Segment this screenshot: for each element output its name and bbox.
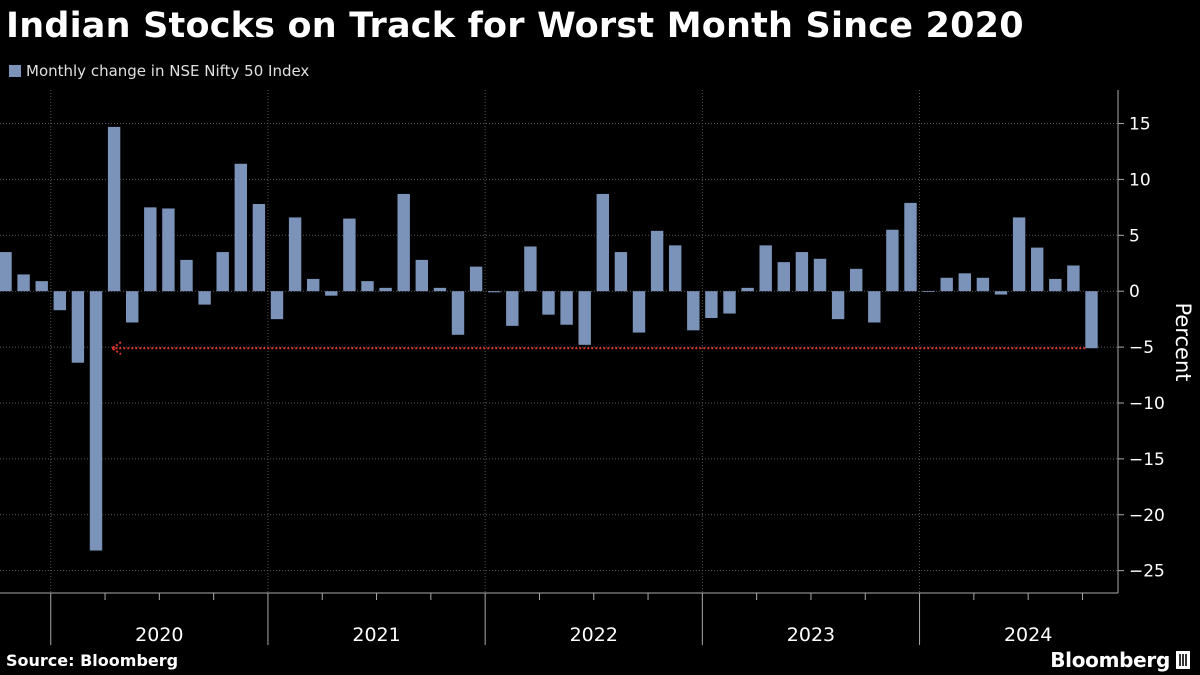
bar-2021-09	[415, 259, 428, 292]
bar-2022-04	[542, 291, 555, 315]
bar-2020-12	[252, 204, 266, 292]
bar-2023-02	[723, 291, 736, 314]
y-tick-label: −15	[1129, 450, 1165, 470]
bar-2020-07	[162, 208, 175, 292]
bar-2022-11	[669, 245, 682, 292]
bar-2023-03	[741, 287, 754, 292]
bar-2020-06	[144, 207, 157, 292]
bar-2021-08	[397, 193, 410, 292]
y-tick-label: −10	[1129, 394, 1165, 414]
bar-2019-10	[0, 252, 12, 292]
y-tick-label: −5	[1129, 338, 1154, 358]
y-tick-label: −25	[1129, 562, 1165, 582]
bar-2022-02	[506, 291, 519, 326]
bar-2024-02	[940, 277, 953, 292]
y-axis-title: Percent	[1171, 302, 1195, 381]
bar-2021-05	[343, 218, 356, 292]
bar-2021-10	[433, 287, 447, 292]
y-tick-label: 15	[1129, 115, 1151, 135]
logo-text: Bloomberg	[1050, 648, 1170, 672]
x-year-label: 2020	[135, 624, 183, 646]
bar-2023-04	[759, 245, 772, 292]
bar-2023-05	[777, 262, 790, 292]
bar-2022-07	[596, 193, 609, 292]
annotation	[110, 341, 1086, 356]
bar-2024-06	[1012, 217, 1026, 292]
bar-2021-11	[451, 291, 465, 335]
y-axis: 15 10 5 0 −5 −10 −15 −20 −25 Percent	[1117, 90, 1195, 593]
x-year-label: 2022	[570, 624, 618, 646]
bar-2023-01	[705, 291, 718, 319]
legend-swatch	[9, 65, 21, 77]
grid-lines	[0, 90, 1118, 593]
bar-2024-08	[1049, 278, 1062, 292]
bar-2021-04	[325, 291, 338, 296]
bar-2021-03	[307, 278, 320, 292]
bar-2024-01	[922, 291, 935, 292]
bar-2020-01	[53, 291, 66, 311]
bar-2020-03	[89, 291, 103, 551]
bar-2023-11	[886, 229, 899, 292]
bar-2020-10	[216, 252, 229, 292]
bar-2022-10	[650, 230, 664, 292]
y-tick-label: 5	[1129, 226, 1140, 246]
bar-2020-04	[107, 126, 121, 292]
source-note: Source: Bloomberg	[6, 651, 179, 670]
bar-2023-08	[831, 291, 845, 320]
y-tick-label: 10	[1129, 170, 1151, 190]
bar-2024-05	[994, 291, 1008, 295]
bar-2022-05	[560, 291, 573, 325]
bar-2021-12	[469, 266, 483, 292]
bar-2022-01	[488, 291, 501, 293]
bar-2024-09	[1067, 265, 1080, 292]
bar-2021-01	[270, 291, 284, 320]
x-axis: 2020 2021 2022 2023 2024	[0, 592, 1118, 646]
bar-2020-02	[71, 291, 85, 363]
bloomberg-logo: Bloomberg	[1050, 648, 1190, 672]
bar-2020-11	[234, 163, 247, 292]
x-year-label: 2024	[1004, 624, 1052, 646]
bar-2020-09	[198, 291, 211, 305]
bar-2024-03	[958, 273, 971, 292]
legend-label: Monthly change in NSE Nifty 50 Index	[26, 62, 310, 80]
bar-2022-03	[524, 246, 537, 292]
x-year-label: 2023	[787, 624, 835, 646]
bar-2023-10	[868, 291, 881, 323]
logo-mark-icon	[1176, 651, 1190, 669]
bars	[0, 126, 1098, 551]
chart-title: Indian Stocks on Track for Worst Month S…	[6, 6, 1024, 46]
bar-2023-06	[795, 252, 809, 292]
bar-2021-07	[379, 287, 392, 292]
legend: Monthly change in NSE Nifty 50 Index	[9, 61, 309, 81]
bar-2022-12	[687, 291, 700, 331]
bar-2023-07	[813, 258, 827, 292]
bar-2024-10	[1085, 291, 1098, 349]
bar-2020-05	[126, 291, 139, 323]
bar-2023-09	[850, 268, 863, 292]
bar-2021-06	[361, 281, 374, 292]
y-tick-label: 0	[1129, 282, 1140, 302]
bar-2022-06	[578, 291, 591, 345]
bar-2023-12	[904, 202, 917, 292]
x-year-label: 2021	[352, 624, 400, 646]
bar-2021-02	[288, 217, 302, 292]
bar-2020-08	[180, 259, 193, 292]
bar-2019-11	[17, 274, 30, 292]
bar-2022-09	[632, 291, 646, 333]
y-tick-label: −20	[1129, 506, 1165, 526]
bar-2019-12	[35, 281, 48, 292]
bar-2024-04	[976, 277, 990, 292]
bar-2022-08	[614, 252, 628, 292]
bar-2024-07	[1031, 247, 1044, 292]
